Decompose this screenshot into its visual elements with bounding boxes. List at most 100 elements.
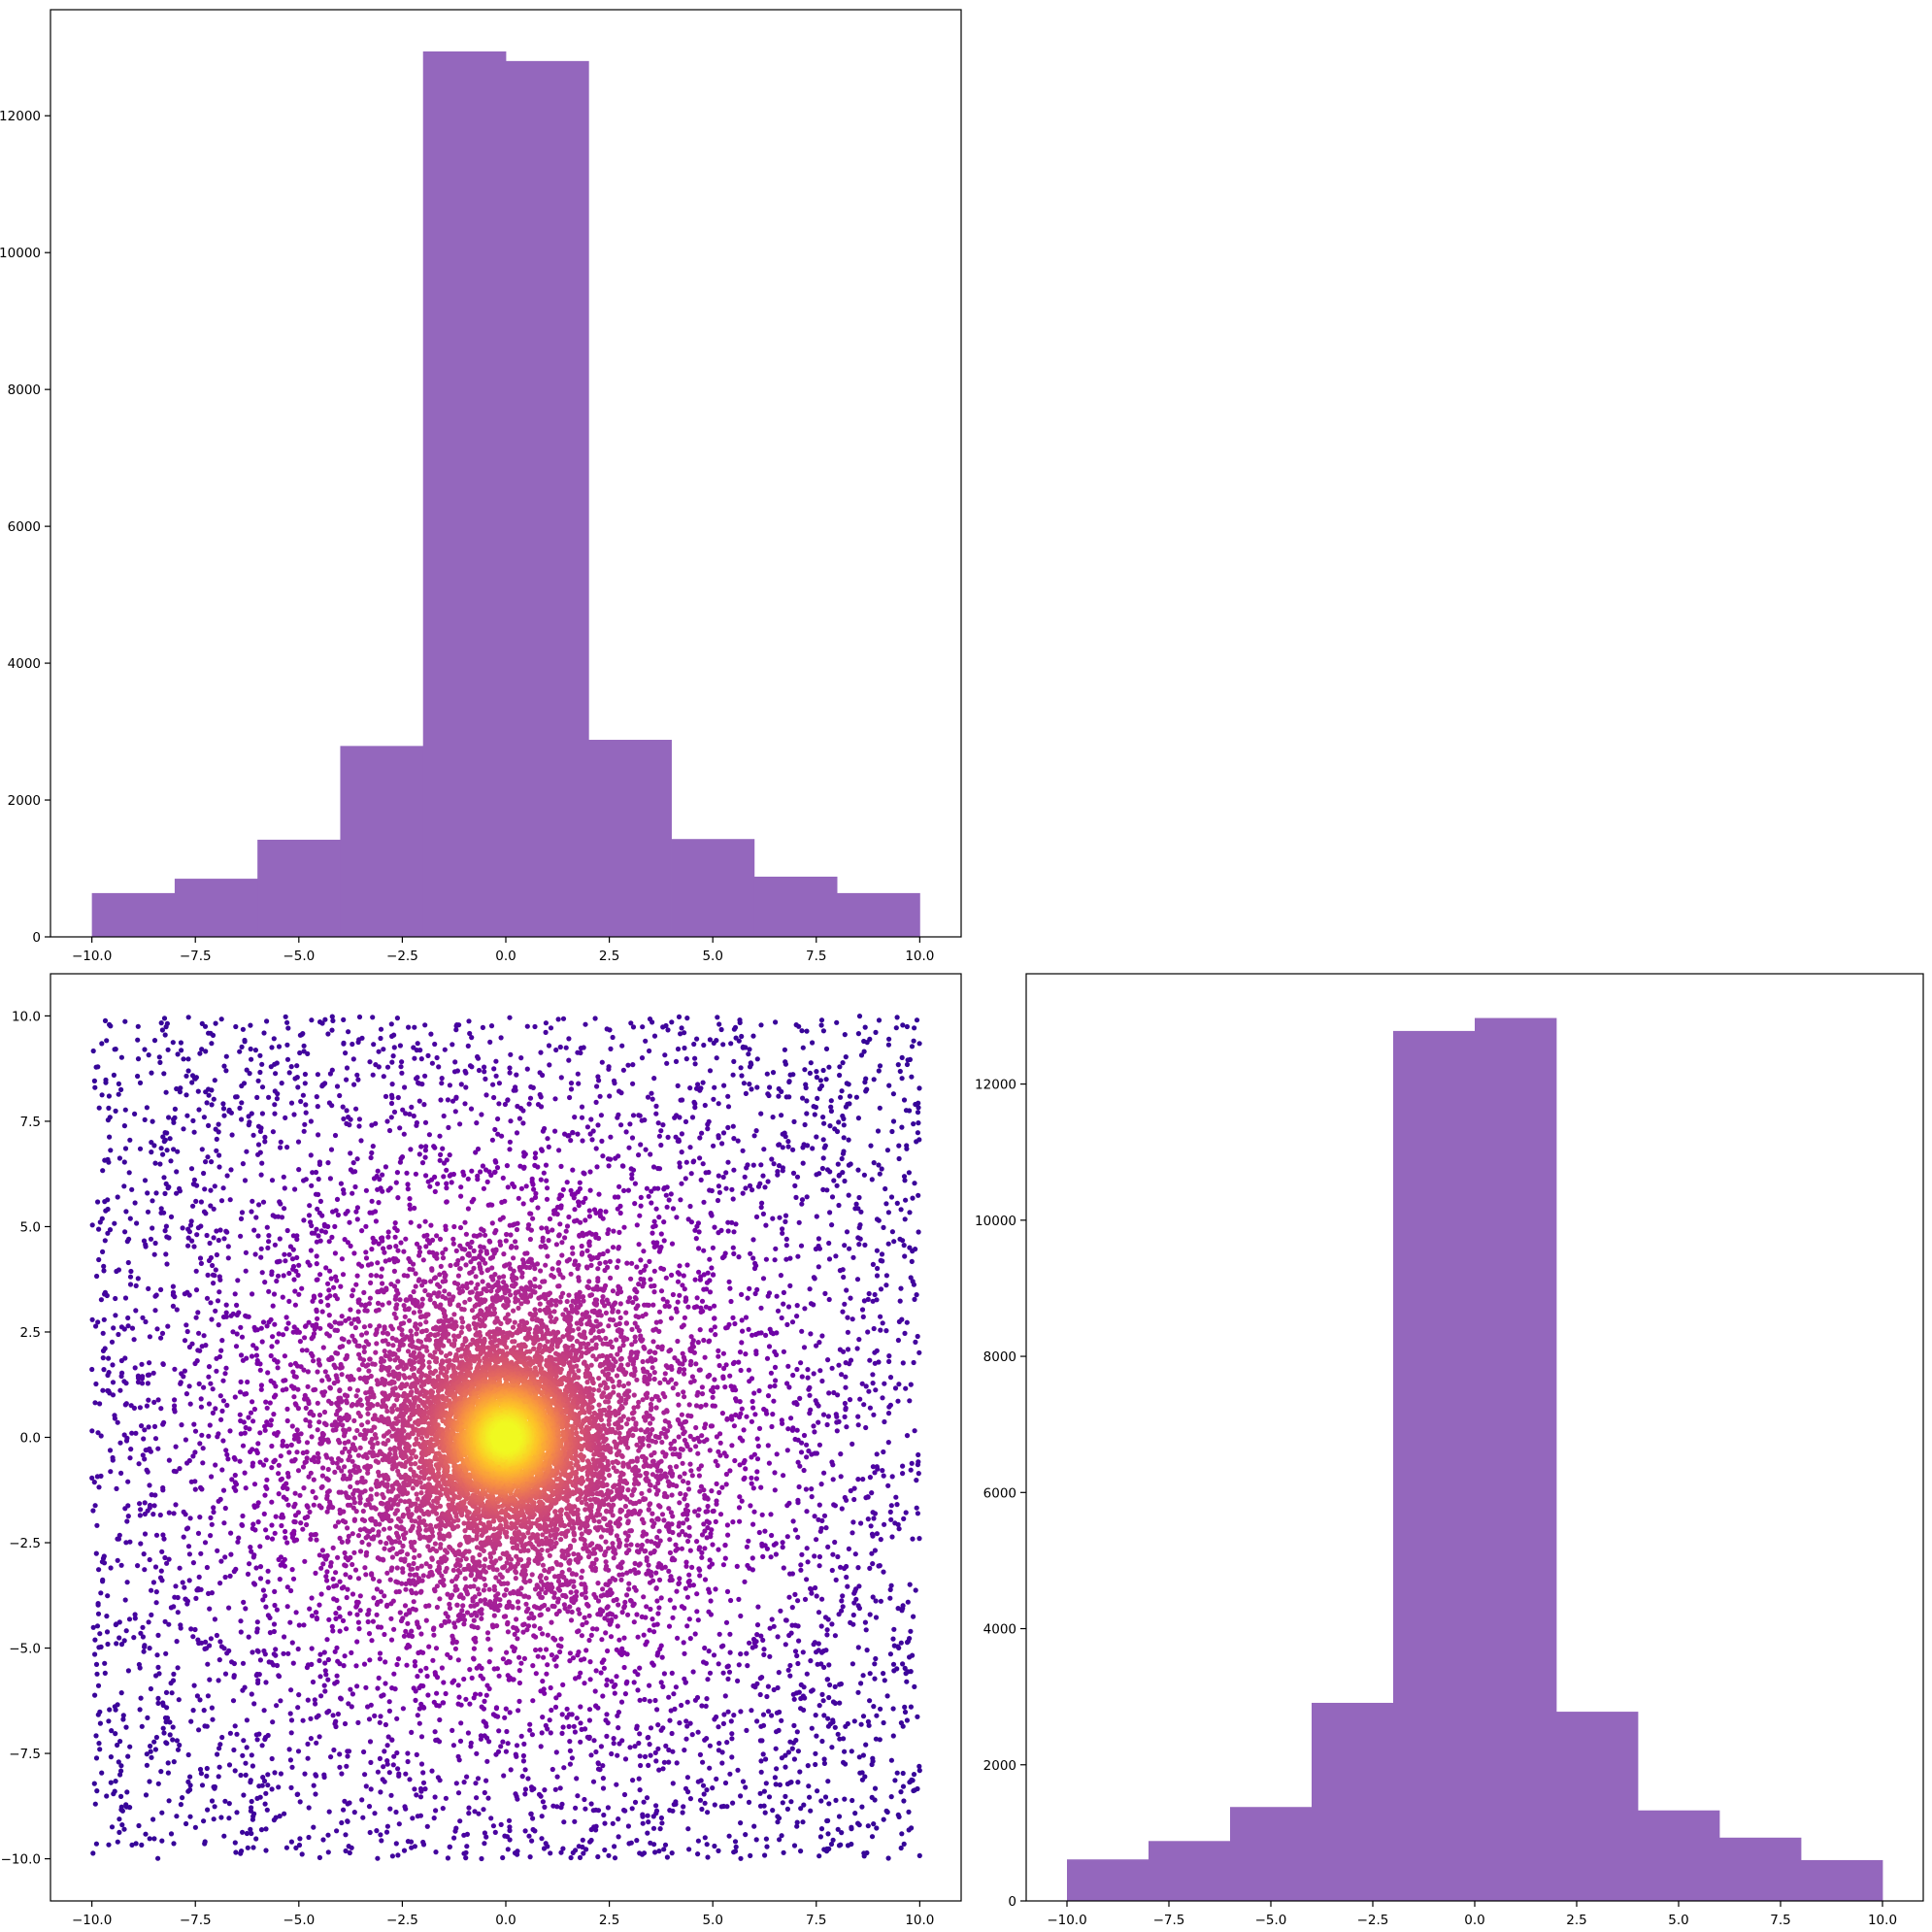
panel-scatter-point [640,1820,646,1826]
panel-scatter-point [694,1223,700,1229]
panel-scatter-point [743,1832,749,1838]
panel-scatter-point [234,1302,240,1308]
panel-scatter-point [779,1088,784,1094]
panel-scatter-point [696,1229,702,1235]
panel-scatter-point [142,1500,148,1506]
panel-scatter-point [716,1183,722,1189]
panel-scatter-point [561,1819,567,1825]
panel-scatter-point [216,1678,221,1683]
panel-scatter-point [820,1412,827,1417]
panel-scatter-point [695,1851,701,1857]
panel-scatter-point [872,1470,878,1476]
panel-scatter-point [354,1072,360,1078]
panel-scatter-point [96,1256,102,1263]
panel-scatter-point [432,1041,438,1048]
panel-scatter-point [195,1530,202,1536]
panel-scatter-point [425,1692,431,1698]
panel-scatter-point [248,1778,253,1783]
panel-scatter-point [692,1227,698,1233]
panel-scatter-point [653,1103,659,1109]
panel-scatter-point [334,1296,340,1302]
panel-scatter-point [664,1204,670,1210]
panel-scatter-point [588,1752,594,1758]
panel-scatter-point [593,1235,599,1241]
panel-scatter-point [251,1482,258,1487]
panel-scatter-point [150,1512,156,1517]
panel-scatter-point [122,1018,128,1024]
panel-scatter-point [313,1701,318,1707]
panel-scatter-point [628,1020,634,1026]
panel-scatter-point [690,1159,696,1165]
panel-scatter-point [543,1162,550,1168]
panel-scatter-point [764,1693,770,1700]
panel-scatter-point [915,1462,921,1468]
panel-scatter-point [453,1027,459,1033]
panel-scatter-point [579,1726,584,1732]
panel-scatter-point [746,1799,752,1805]
panel-scatter-point [692,1055,698,1061]
panel-scatter-point [904,1319,910,1325]
panel-scatter-point [394,1661,400,1668]
panel-scatter-point [899,1831,905,1837]
panel-scatter-point [131,1405,137,1411]
panel-scatter-point [824,1632,830,1638]
panel-scatter-point [488,1172,494,1179]
panel-scatter-point [261,1708,267,1714]
panel-scatter-point [196,1574,202,1580]
panel-scatter-point [133,1841,139,1847]
panel-scatter-point [417,1794,424,1800]
panel-scatter-point [855,1235,861,1241]
panel-scatter-point [826,1801,832,1807]
panel-scatter-point [269,1045,275,1050]
panel-scatter-point [272,1588,278,1594]
panel-scatter-point [153,1190,159,1196]
panel-scatter-point [679,1131,685,1137]
panel-scatter-point [644,1604,650,1610]
panel-scatter-point [135,1023,141,1029]
panel-scatter-point [879,1251,885,1257]
panel-scatter-point [691,1041,697,1048]
panel-scatter-point [870,1381,876,1386]
panel-scatter-point [916,1041,922,1047]
panel-scatter-point [834,1019,840,1025]
panel-scatter-point [651,1629,657,1635]
panel-scatter-point [507,1824,513,1830]
panel-scatter-point [798,1562,804,1568]
panel-scatter-point [156,1054,162,1060]
panel-scatter-point [152,1160,158,1166]
panel-scatter-point [123,1724,129,1730]
panel-scatter-point [748,1503,753,1509]
panel-scatter-point [667,1549,674,1555]
panel-scatter-point [196,1381,202,1386]
panel-scatter-point [163,1689,170,1695]
panel-scatter-point [605,1805,612,1811]
panel-scatter-point [242,1039,248,1045]
panel-scatter-point [638,1276,644,1282]
panel-scatter-point [692,1631,698,1637]
panel-scatter-point [572,1818,578,1824]
panel-scatter-point [122,1229,128,1235]
panel-scatter-point [216,1129,221,1135]
panel-scatter-point [225,1456,231,1462]
panel-scatter-point [684,1623,690,1629]
panel-scatter-point [739,1317,745,1323]
panel-scatter-point [687,1548,693,1553]
panel-scatter-point [389,1095,395,1101]
panel-scatter-point [137,1707,143,1713]
panel-scatter-point [874,1297,880,1303]
panel-scatter-point [873,1615,880,1620]
panel-scatter-point [94,1273,100,1280]
panel-scatter-point [353,1209,359,1215]
panel-scatter-point [214,1368,219,1374]
panel-scatter-point [674,1760,680,1766]
panel-scatter-point [473,1149,479,1155]
panel-scatter-point [280,1294,285,1300]
panel-scatter-point [543,1020,550,1026]
panel-scatter-point [666,1568,672,1574]
panel-scatter-point [898,1285,904,1291]
panel-scatter-point [874,1825,880,1831]
panel-scatter-point [730,1072,736,1078]
panel-scatter-point [574,1776,580,1782]
panel-scatter-point [636,1113,642,1118]
panel-scatter-point [692,1277,698,1282]
